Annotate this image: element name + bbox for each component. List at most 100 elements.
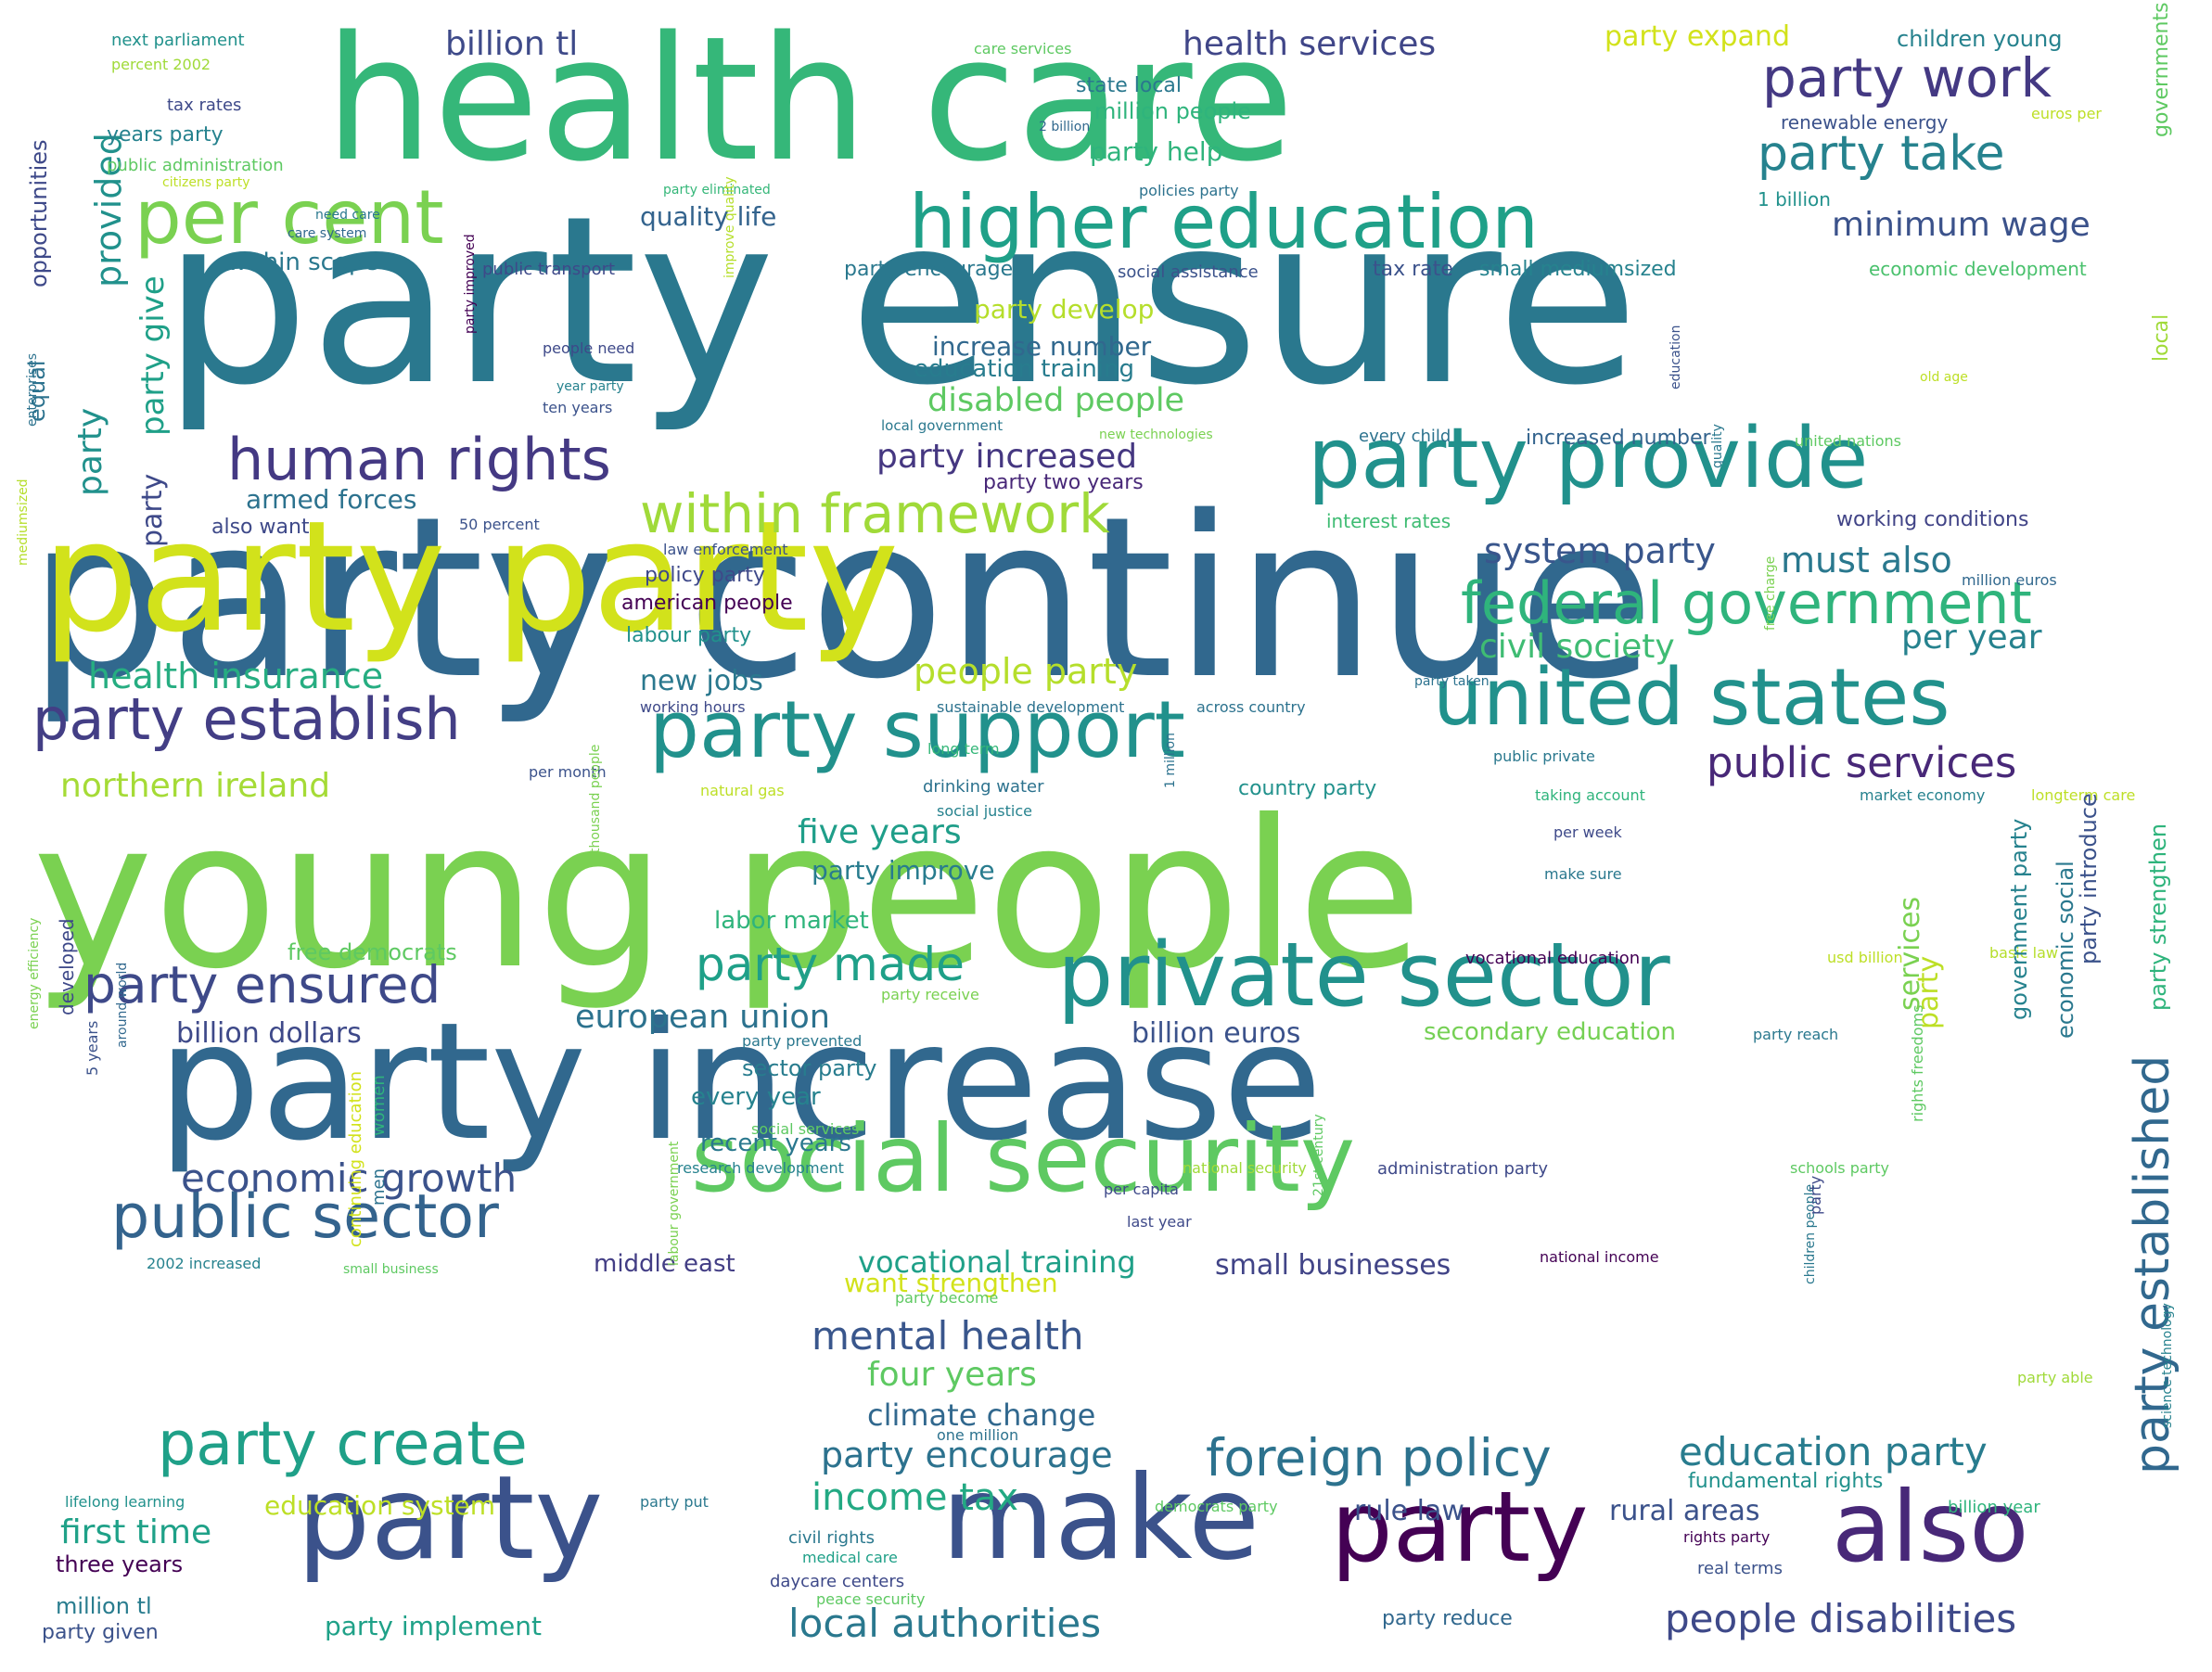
word-cloud-term: children young [1897,26,2063,52]
word-cloud-term: mediumsized [16,479,31,566]
word-cloud-term: opportunities [26,139,52,287]
word-cloud-term: usd billion [1827,949,1903,966]
word-cloud-term: continuing education [346,1070,365,1247]
word-cloud-term: peace security [816,1590,926,1608]
word-cloud-term: young people [32,776,1423,1014]
word-cloud-term: party strengthen [2145,823,2171,1011]
word-cloud-term: law enforcement [663,541,788,558]
word-cloud-term: party reach [1753,1026,1839,1043]
word-cloud-term: rule law [1354,1495,1464,1527]
word-cloud-term: billion tl [445,25,579,63]
word-cloud-term: working conditions [1836,508,2029,531]
word-cloud-term: party [1912,955,1945,1029]
word-cloud-term: national income [1540,1248,1659,1266]
word-cloud-term: northern ireland [60,767,331,805]
word-cloud-term: party [297,1451,604,1586]
word-cloud-term: united states [1433,652,1950,744]
word-cloud-term: lifelong learning [65,1493,185,1511]
word-cloud-term: increased number [1526,427,1711,450]
word-cloud-term: party implement [325,1611,542,1641]
word-cloud-term: party support [649,684,1185,776]
word-cloud-term: five years [798,813,962,851]
word-cloud-term: renewable energy [1781,111,1949,134]
word-cloud-term: civil society [1479,628,1675,666]
word-cloud-term: party ensure [162,166,1640,436]
word-cloud-term: care system [288,226,367,241]
word-cloud-term: education party [1679,1429,1988,1474]
word-cloud-term: party improve [812,855,995,886]
word-cloud-term: social justice [937,802,1032,820]
word-cloud-term: small businesses [1215,1249,1451,1282]
word-cloud-term: real terms [1697,1559,1783,1578]
word-cloud-term: party encourage [821,1435,1113,1475]
word-cloud-term: women [369,1075,389,1136]
word-cloud-term: party made [696,938,965,991]
word-cloud-term: policy party [645,564,765,587]
word-cloud-term: tax rates [167,96,242,115]
word-cloud-term: interest rates [1326,510,1451,532]
word-cloud-term: party create [158,1410,528,1479]
word-cloud-term: party provide [1308,410,1869,507]
word-cloud-term: party work [1762,46,2052,109]
word-cloud-term: three years [56,1551,184,1577]
word-cloud-term: small mediumsized [1479,258,1677,281]
word-cloud-term: education system [264,1490,496,1521]
word-cloud-term: four years [867,1356,1037,1394]
word-cloud-term: million people [1094,98,1251,124]
word-cloud-term: rural areas [1609,1495,1760,1527]
word-cloud-term: people party [914,651,1138,692]
word-cloud-term: party two years [983,471,1144,494]
word-cloud-term: secondary education [1424,1018,1677,1046]
word-cloud-term: party give [134,275,172,436]
word-cloud-term: public services [1707,738,2017,787]
word-cloud-term: labor market [714,907,869,935]
word-cloud-term: vocational education [1465,949,1641,968]
word-cloud-term: public administration [107,156,284,175]
word-cloud-term: per month [529,763,607,781]
word-cloud-term: one million [937,1426,1019,1444]
word-cloud-term: market economy [1860,786,1986,804]
word-cloud-term: system party [1484,530,1716,571]
word-cloud-term: party expand [1605,20,1790,53]
word-cloud-term: 1 billion [1758,188,1831,211]
word-cloud-term: party [1807,1175,1824,1215]
word-cloud-term: need care [315,208,380,223]
word-cloud-term: 50 percent [459,516,540,533]
word-cloud-term: make sure [1544,865,1622,883]
word-cloud-term: per week [1554,823,1622,841]
word-cloud-term: education training [914,355,1134,383]
word-cloud-term: medical care [802,1549,898,1566]
word-cloud-term: first time [60,1513,212,1551]
word-cloud-term: american people [621,592,793,615]
word-cloud-term: long term [927,740,1000,758]
word-cloud-term: sector party [742,1055,877,1081]
word-cloud-term: health insurance [88,656,384,696]
word-cloud-term: also [1832,1471,2029,1584]
word-cloud-term: men [369,1168,389,1206]
word-cloud-term: economic growth [181,1155,518,1201]
word-cloud-term: income tax [812,1476,1019,1519]
word-cloud-term: sustainable development [937,698,1125,716]
word-cloud-term: within scope [227,249,379,276]
word-cloud-term: foreign policy [1206,1428,1552,1487]
word-cloud-term: make [941,1451,1260,1586]
word-cloud-term: middle east [594,1250,735,1278]
word-cloud-term: energy efficiency [27,917,42,1029]
word-cloud-term: government party [2006,818,2032,1020]
word-cloud-term: people need [543,339,635,357]
word-cloud-term: schools party [1790,1159,1889,1177]
word-cloud-term: national security [1183,1159,1307,1177]
word-cloud-term: want strengthen [844,1268,1058,1298]
word-cloud-term: per capita [1104,1181,1179,1198]
word-cloud-term: new technologies [1099,428,1213,442]
word-cloud-term: research development [677,1159,844,1177]
word-cloud-term: labour government [667,1141,682,1266]
word-cloud-term: state local [1076,74,1182,97]
word-cloud-term: party receive [881,986,979,1003]
word-cloud-term: small business [343,1262,439,1277]
word-cloud-term: party continue [28,468,1656,728]
word-cloud-term: party encouraged [844,258,1027,281]
word-cloud-term: recent years [700,1130,851,1157]
word-cloud-term: country party [1238,777,1377,800]
